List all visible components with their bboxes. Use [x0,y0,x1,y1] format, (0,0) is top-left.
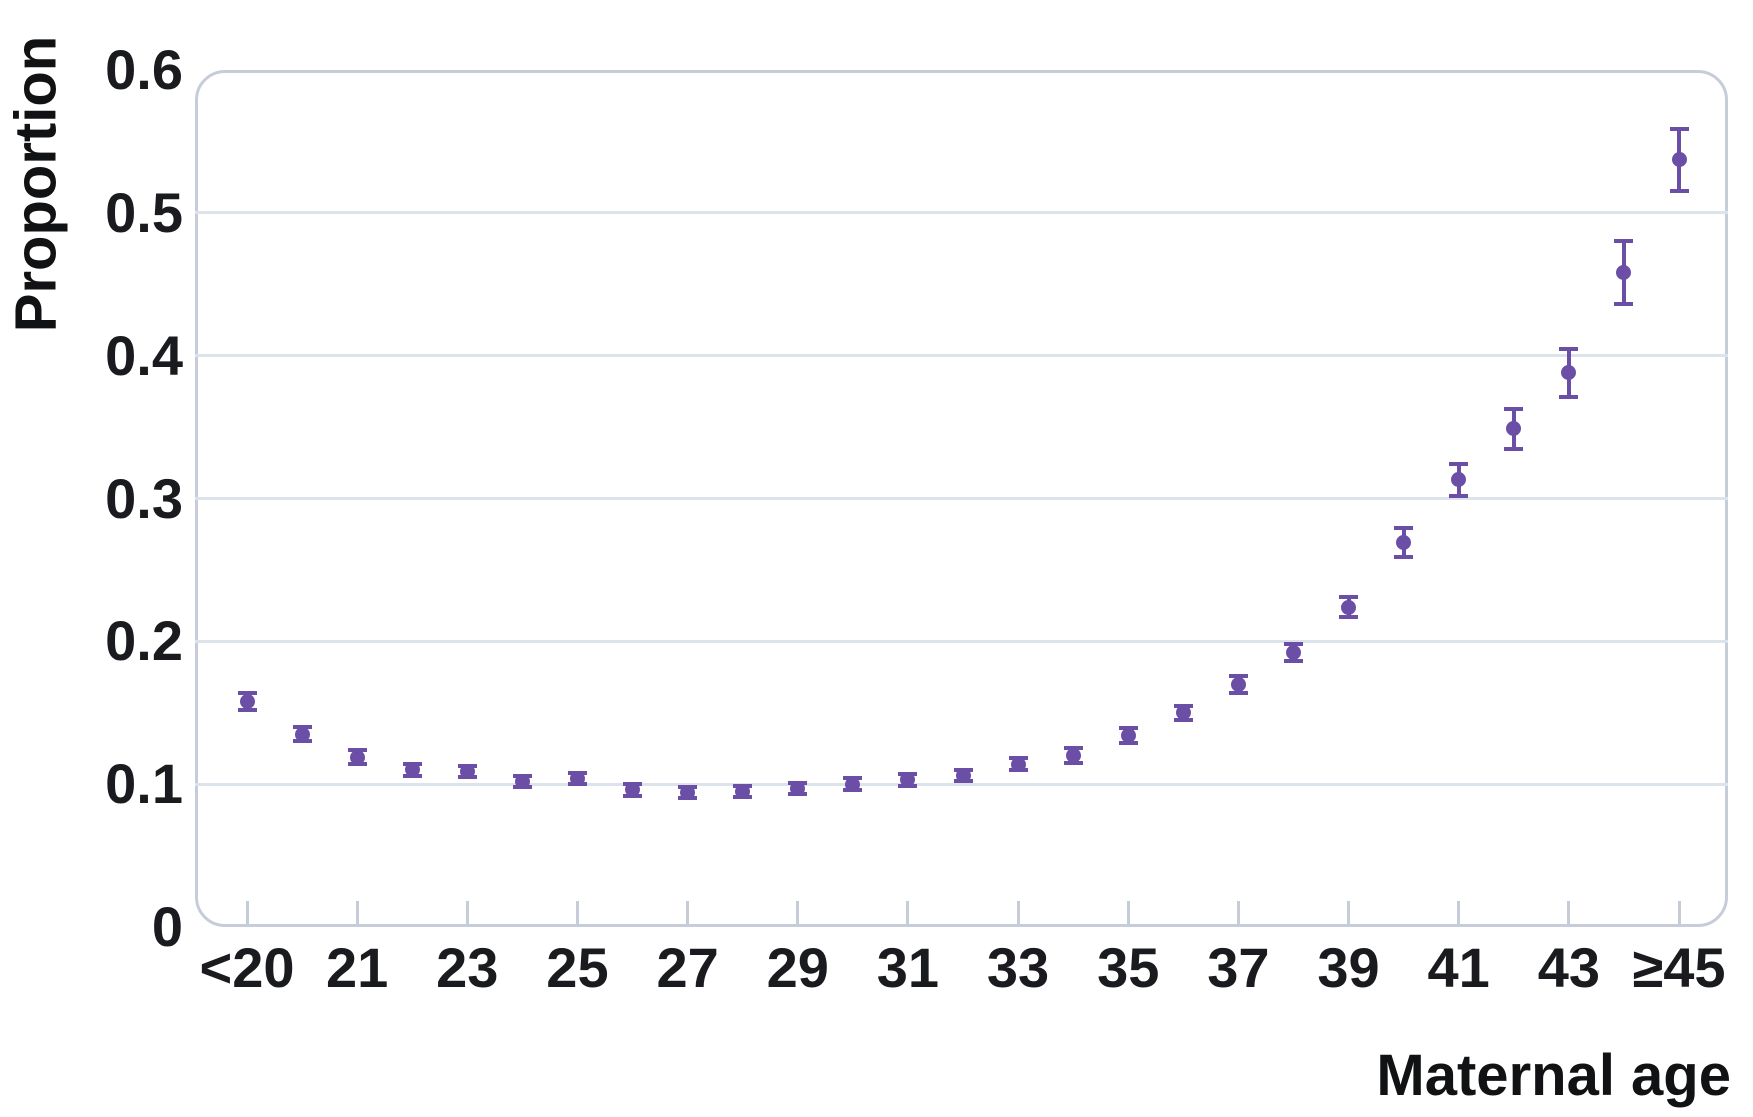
error-bar-cap-top [1228,673,1248,678]
point-marker [1671,152,1687,168]
x-tick [1016,901,1020,924]
point-marker [900,772,916,788]
error-bar-cap-top [1614,239,1634,244]
gridline [195,639,1728,643]
error-bar-cap-bottom [1283,659,1303,664]
y-tick-label: 0 [151,895,183,958]
x-tick [245,901,249,924]
x-tick-label: 35 [1097,936,1160,999]
y-tick-label: 0.4 [105,323,183,387]
x-tick [796,901,800,924]
x-tick [1236,901,1240,924]
point-marker [1120,728,1136,744]
point-marker [625,782,641,798]
error-bar-cap-top [1504,406,1524,411]
error-bar-cap-bottom [237,707,257,712]
gridline [195,497,1728,500]
y-tick-label: 0.1 [105,752,183,816]
error-bar-cap-top [1449,462,1469,467]
x-tick [906,901,910,924]
x-tick-label: 23 [436,936,499,999]
error-bar-cap-top [1394,526,1414,531]
error-bar-cap-top [1669,126,1689,131]
x-tick-label: 27 [656,936,719,999]
x-tick [1347,901,1351,924]
point-marker [680,785,696,801]
error-bar-cap-bottom [1669,189,1689,194]
error-bar-cap-bottom [1228,690,1248,695]
y-tick-label: 0.2 [105,609,183,673]
point-marker [294,726,310,742]
point-marker [1341,599,1357,615]
point-marker [1230,676,1246,692]
point-marker [790,780,806,796]
error-bar-cap-bottom [1449,493,1469,498]
y-tick-label: 0.6 [105,38,183,101]
y-tick-label: 0.5 [105,180,183,244]
x-tick-label: ≥45 [1632,936,1726,999]
gridline [195,211,1728,215]
x-axis-title: Maternal age [1376,1043,1731,1108]
x-tick-label: 43 [1537,936,1600,999]
x-tick-label: 39 [1317,936,1380,999]
x-tick [465,901,469,924]
point-marker [845,776,861,792]
error-bar-cap-bottom [1614,302,1634,307]
point-marker [1285,645,1301,661]
point-marker [1506,421,1522,436]
point-marker [1175,705,1191,721]
x-tick-label: 29 [766,936,829,999]
error-bar-cap-bottom [1339,615,1359,620]
point-marker [349,749,365,765]
x-tick [355,901,359,924]
x-tick-label: 31 [876,936,940,999]
gridline [195,354,1728,358]
point-marker [1396,535,1412,551]
x-tick-label: 25 [546,936,609,999]
x-tick [686,901,690,924]
x-tick [1126,901,1130,924]
point-marker [569,770,585,786]
error-bar-cap-bottom [1559,395,1579,400]
point-marker [1010,756,1026,772]
point-marker [1561,365,1577,381]
x-tick [1457,901,1461,924]
error-bar-cap-top [1339,595,1359,600]
x-tick [575,901,579,924]
point-marker [735,783,751,799]
x-tick-label: 37 [1207,936,1270,999]
x-tick-label: 41 [1427,936,1490,999]
point-marker [1616,265,1632,281]
point-marker [404,762,420,778]
x-tick-label: 21 [325,936,389,999]
error-bar-cap-bottom [1504,446,1524,451]
error-bar-cap-top [1559,346,1579,351]
point-marker [955,768,971,784]
x-tick [1677,901,1681,924]
point-marker [514,773,530,789]
error-bar-cap-bottom [1394,555,1414,560]
x-tick-label: <20 [199,936,295,999]
point-marker [459,763,475,779]
x-tick [1567,901,1571,924]
error-bar-cap-top [1283,642,1303,647]
point-marker [1065,748,1081,764]
point-marker [239,693,255,709]
y-tick-label: 0.3 [105,466,183,530]
point-marker [1451,472,1467,488]
gridline [195,782,1728,786]
error-bar-cap-top [237,690,257,695]
x-tick-label: 33 [986,936,1050,999]
